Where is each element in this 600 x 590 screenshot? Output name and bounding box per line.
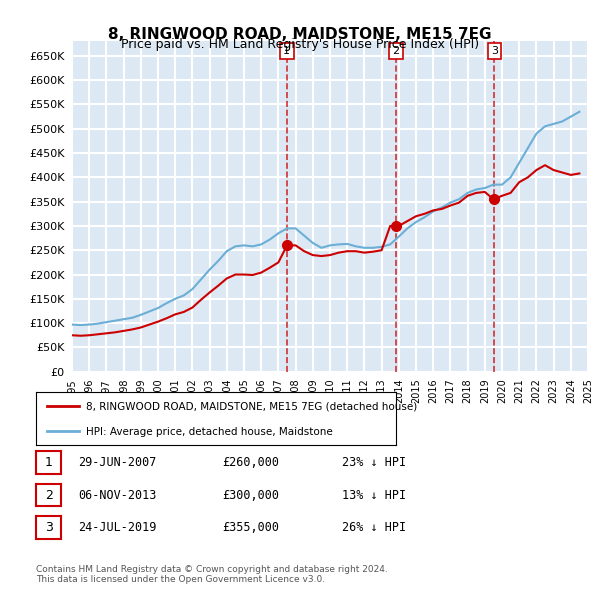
Text: 23% ↓ HPI: 23% ↓ HPI bbox=[342, 456, 406, 469]
Text: 26% ↓ HPI: 26% ↓ HPI bbox=[342, 521, 406, 534]
Text: £260,000: £260,000 bbox=[222, 456, 279, 469]
Text: 8, RINGWOOD ROAD, MAIDSTONE, ME15 7EG: 8, RINGWOOD ROAD, MAIDSTONE, ME15 7EG bbox=[108, 27, 492, 41]
Text: £355,000: £355,000 bbox=[222, 521, 279, 534]
Text: Price paid vs. HM Land Registry's House Price Index (HPI): Price paid vs. HM Land Registry's House … bbox=[121, 38, 479, 51]
Text: 1: 1 bbox=[283, 46, 290, 56]
Text: 2: 2 bbox=[44, 489, 53, 502]
Text: 24-JUL-2019: 24-JUL-2019 bbox=[78, 521, 157, 534]
Text: £300,000: £300,000 bbox=[222, 489, 279, 502]
Text: 29-JUN-2007: 29-JUN-2007 bbox=[78, 456, 157, 469]
Text: Contains HM Land Registry data © Crown copyright and database right 2024.
This d: Contains HM Land Registry data © Crown c… bbox=[36, 565, 388, 584]
Text: 3: 3 bbox=[44, 521, 53, 534]
Text: 06-NOV-2013: 06-NOV-2013 bbox=[78, 489, 157, 502]
Text: 3: 3 bbox=[491, 46, 498, 56]
Text: 8, RINGWOOD ROAD, MAIDSTONE, ME15 7EG (detached house): 8, RINGWOOD ROAD, MAIDSTONE, ME15 7EG (d… bbox=[86, 402, 418, 412]
Text: 2: 2 bbox=[392, 46, 400, 56]
Text: 13% ↓ HPI: 13% ↓ HPI bbox=[342, 489, 406, 502]
Text: 1: 1 bbox=[44, 456, 53, 469]
Text: HPI: Average price, detached house, Maidstone: HPI: Average price, detached house, Maid… bbox=[86, 427, 333, 437]
